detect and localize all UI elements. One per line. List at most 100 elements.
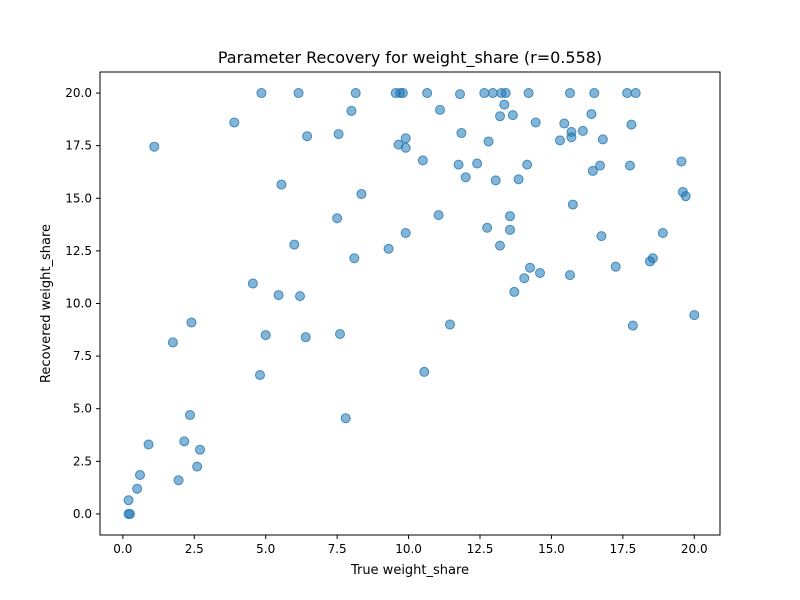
data-point — [676, 156, 687, 167]
data-point — [472, 158, 483, 169]
data-point — [397, 88, 408, 99]
y-tick-label: 12.5 — [65, 244, 92, 258]
y-tick-label: 10.0 — [65, 297, 92, 311]
x-tick-label: 10.0 — [395, 542, 422, 556]
data-point — [132, 483, 143, 494]
data-point — [586, 109, 597, 120]
data-point — [627, 320, 638, 331]
data-point — [293, 88, 304, 99]
data-point — [689, 310, 700, 321]
data-point — [595, 160, 605, 171]
data-point — [400, 133, 411, 144]
y-tick-label: 20.0 — [65, 86, 92, 100]
data-point — [530, 117, 541, 128]
data-point — [273, 290, 284, 301]
data-point — [680, 191, 691, 202]
y-tick-label: 5.0 — [73, 402, 92, 416]
data-point — [479, 88, 490, 99]
data-point — [349, 253, 360, 264]
data-point — [566, 132, 577, 143]
data-point — [505, 224, 515, 235]
data-point — [500, 88, 511, 99]
y-tick-label: 7.5 — [73, 349, 92, 363]
data-point — [453, 159, 464, 170]
data-point — [185, 410, 195, 421]
points-layer — [123, 88, 700, 519]
data-point — [622, 88, 633, 99]
data-point — [332, 213, 343, 224]
x-tick-label: 2.5 — [185, 542, 204, 556]
data-point — [626, 119, 637, 130]
data-point — [260, 330, 271, 341]
data-point — [356, 189, 367, 200]
data-point — [417, 155, 428, 166]
data-point — [195, 444, 205, 455]
data-point — [445, 319, 455, 330]
data-point — [276, 179, 287, 190]
data-point — [596, 231, 607, 242]
data-point — [300, 332, 311, 343]
x-tick-label: 5.0 — [256, 542, 275, 556]
data-point — [143, 439, 154, 450]
data-point — [565, 270, 575, 281]
data-point — [400, 142, 411, 153]
x-tick-label: 7.5 — [328, 542, 347, 556]
data-point — [523, 88, 534, 99]
x-axis: 0.0 2.5 5.0 7.5 10.0 12.5 15.0 17.5 20.0 — [113, 535, 708, 556]
y-tick-label: 2.5 — [73, 454, 92, 468]
data-point — [125, 508, 135, 519]
y-tick-label: 17.5 — [65, 139, 92, 153]
data-point — [567, 199, 578, 210]
data-point — [383, 243, 394, 254]
data-point — [333, 129, 344, 140]
y-axis: 0.0 2.5 5.0 7.5 10.0 12.5 15.0 17.5 20.0 — [65, 86, 100, 521]
data-point — [255, 370, 265, 381]
chart-title: Parameter Recovery for weight_share (r=0… — [218, 48, 602, 68]
data-point — [400, 228, 411, 238]
data-point — [289, 239, 300, 250]
data-point — [149, 141, 160, 152]
data-point — [192, 461, 203, 472]
data-point — [495, 111, 505, 122]
data-point — [350, 88, 361, 99]
data-point — [167, 337, 178, 348]
data-point — [535, 267, 545, 278]
data-point — [256, 88, 267, 99]
data-point — [435, 104, 445, 115]
data-point — [487, 88, 498, 99]
data-point — [335, 329, 345, 340]
data-point — [483, 136, 494, 147]
data-point — [419, 366, 430, 377]
x-tick-label: 17.5 — [609, 542, 636, 556]
data-point — [495, 240, 505, 251]
data-point — [555, 135, 565, 146]
data-point — [499, 99, 510, 110]
data-point — [135, 470, 145, 481]
y-axis-label: Recovered weight_share — [39, 224, 54, 383]
data-point — [647, 253, 658, 264]
data-point — [513, 174, 524, 185]
y-tick-label: 15.0 — [65, 191, 92, 205]
data-point — [173, 475, 184, 486]
data-point — [507, 110, 518, 121]
data-point — [589, 88, 600, 99]
data-point — [340, 413, 351, 424]
data-point — [422, 88, 433, 99]
data-point — [186, 317, 197, 328]
data-point — [460, 172, 471, 183]
data-point — [229, 117, 240, 128]
data-point — [247, 278, 258, 289]
data-point — [525, 262, 535, 273]
data-point — [456, 128, 467, 139]
data-point — [610, 261, 621, 272]
data-point — [625, 160, 635, 171]
x-tick-label: 15.0 — [538, 542, 565, 556]
data-point — [565, 88, 575, 99]
x-axis-label: True weight_share — [350, 563, 469, 578]
data-point — [179, 436, 190, 447]
data-point — [577, 125, 588, 136]
data-point — [587, 165, 598, 176]
data-point — [509, 286, 520, 297]
data-point — [295, 291, 305, 302]
